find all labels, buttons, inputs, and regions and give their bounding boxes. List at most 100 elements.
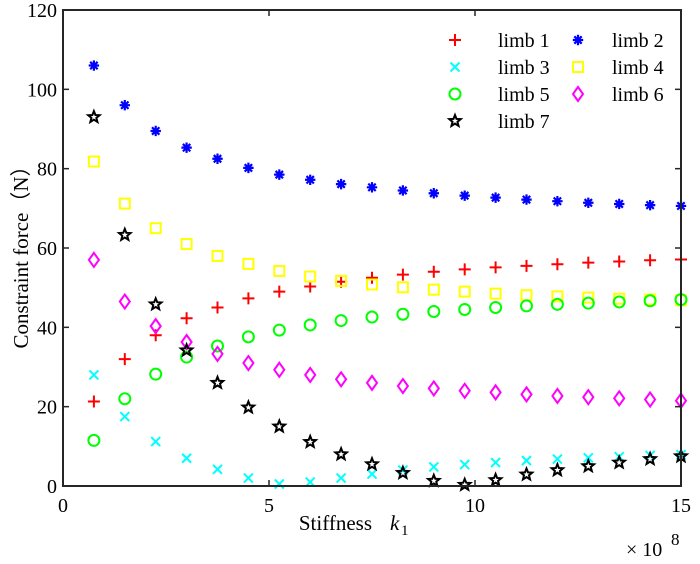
plus-icon [551,258,564,271]
asterisk-icon [274,169,285,180]
square-icon [180,238,193,251]
plus-icon [449,34,461,46]
x-axis-label-text: Stiffness [299,511,372,535]
data-point [150,125,161,137]
data-point [270,417,288,434]
data-point [643,390,657,409]
data-point [118,197,131,210]
data-point [149,329,162,342]
star-icon [240,398,257,415]
data-point [490,457,501,468]
cross-icon [428,461,440,473]
series-limb-4 [87,155,687,307]
data-point [242,257,255,270]
star-icon [332,445,350,462]
plus-icon [118,353,131,366]
star-icon [394,464,412,480]
y-axis-label: Constraint force（N） [9,155,33,348]
data-point [241,330,255,344]
data-point [458,285,471,298]
data-point [211,301,224,314]
plus-icon [211,301,224,314]
data-point [88,60,100,71]
data-point [305,174,316,185]
diamond-icon [612,389,626,408]
data-point [396,268,409,281]
asterisk-icon [572,34,584,46]
legend-item: limb 2 [572,30,664,52]
data-point [551,290,564,303]
data-point [458,263,471,276]
data-point [243,472,254,484]
diamond-icon [273,361,286,379]
data-point [490,192,501,203]
diamond-icon [571,85,585,103]
x-tick-label: 10 [465,495,485,517]
data-point [396,281,409,294]
data-point [87,251,101,269]
asterisk-icon [644,199,656,211]
asterisk-icon [243,162,254,174]
data-point [366,468,378,480]
data-point [211,249,224,262]
data-point [581,296,595,310]
data-point [489,301,503,314]
data-point [427,379,441,398]
circle-icon [427,304,441,318]
diamond-icon [643,390,657,409]
data-point [487,471,504,488]
plus-icon [520,259,533,272]
data-point [119,100,130,111]
data-point [489,383,502,402]
data-point [520,259,533,272]
square-icon [149,222,162,235]
cross-icon [243,472,254,484]
data-point [365,310,379,324]
circle-icon [643,294,657,308]
series-limb-5 [87,293,688,447]
legend-item: limb 6 [571,84,664,106]
circle-icon [365,310,379,324]
legend: limb 1 limb 2 limb 3 limb 4 limb 5 limb 6 limb… [446,30,664,133]
data-point [550,297,564,311]
data-point [459,190,470,201]
asterisk-icon [335,178,347,190]
square-icon [520,289,533,302]
data-point [87,395,100,408]
square-icon [551,290,564,303]
star-icon [301,433,319,450]
circle-icon [489,301,503,314]
square-icon [273,265,286,278]
data-point [303,366,317,384]
data-point [180,238,193,251]
asterisk-icon [459,190,470,201]
data-point [397,185,409,196]
data-point [552,453,563,465]
data-point [150,436,161,447]
data-point [579,457,597,474]
data-point [425,472,443,488]
diamond-icon [396,377,410,395]
legend-marker [449,34,461,46]
plus-icon [644,254,657,267]
data-point [520,289,533,302]
cross-icon [150,436,161,447]
asterisk-icon [88,60,100,71]
plus-icon [180,312,193,325]
data-point [551,258,564,271]
legend-item: limb 5 [448,84,550,106]
data-point [335,274,348,287]
circle-icon [448,87,462,101]
data-point [365,374,379,392]
y-tick-label: 80 [37,159,57,181]
data-point [118,353,131,366]
diamond-icon [365,374,379,392]
x-tick-label: 0 [58,495,68,517]
data-point [301,433,319,450]
square-icon [489,287,502,300]
legend-marker [571,85,585,103]
cross-icon [212,464,223,475]
star-icon [579,457,597,474]
series-limb-2 [88,60,687,212]
data-point [644,254,657,267]
